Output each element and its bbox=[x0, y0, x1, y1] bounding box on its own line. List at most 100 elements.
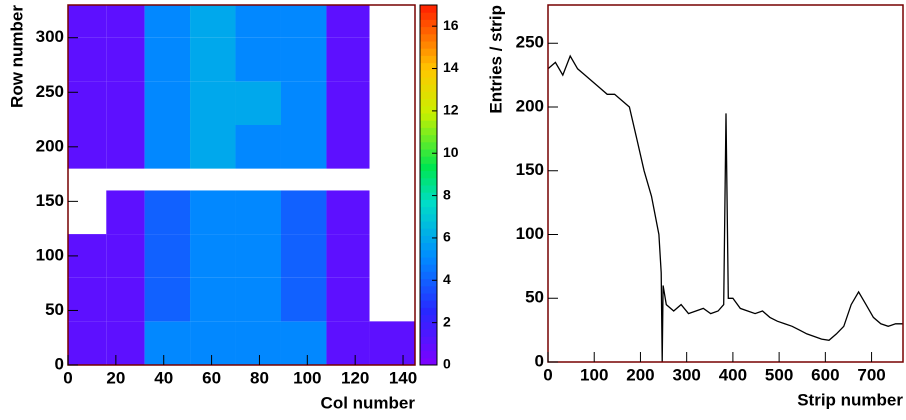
palette-band bbox=[420, 300, 437, 308]
heat-cell bbox=[326, 81, 370, 125]
palette-band bbox=[420, 170, 437, 179]
plot-frame bbox=[547, 4, 904, 363]
palette-band bbox=[420, 69, 437, 78]
plot-frame bbox=[67, 4, 416, 366]
heat-cell bbox=[68, 321, 107, 365]
heat-cell bbox=[106, 81, 145, 125]
palette-band bbox=[420, 156, 437, 164]
x-tick-label: 60 bbox=[202, 368, 221, 387]
heat-cell bbox=[326, 37, 370, 82]
palette-band bbox=[420, 91, 437, 100]
heat-cell bbox=[106, 234, 145, 278]
y-tick-label: 50 bbox=[525, 288, 544, 307]
heat-cell bbox=[326, 234, 370, 278]
heat-cell bbox=[144, 277, 191, 322]
palette-band bbox=[420, 84, 437, 92]
heat-cell bbox=[326, 5, 370, 38]
x-axis-title: Strip number bbox=[797, 390, 903, 409]
y-tick-label: 250 bbox=[36, 82, 64, 101]
palette-band bbox=[420, 357, 437, 366]
y-tick-label: 250 bbox=[516, 33, 544, 52]
x-tick-label: 100 bbox=[580, 365, 608, 384]
z-tick-label: 2 bbox=[443, 313, 451, 329]
heat-cell bbox=[235, 81, 281, 125]
palette-band bbox=[420, 264, 437, 272]
palette-band bbox=[420, 278, 437, 287]
heat-cell bbox=[144, 321, 191, 365]
y-tick-label: 0 bbox=[55, 354, 64, 373]
palette-band bbox=[420, 221, 437, 229]
heat-cell bbox=[190, 321, 236, 365]
palette-band bbox=[420, 134, 437, 143]
x-tick-label: 0 bbox=[63, 368, 72, 387]
heat-cell bbox=[144, 81, 191, 125]
palette-band bbox=[420, 257, 437, 265]
palette-band bbox=[420, 12, 437, 20]
palette-band bbox=[420, 48, 437, 56]
y-tick-label: 50 bbox=[45, 300, 64, 319]
heat-cell bbox=[190, 125, 236, 169]
x-axis-title: Col number bbox=[321, 393, 416, 412]
heat-cell bbox=[106, 5, 145, 38]
heat-cell bbox=[144, 190, 191, 235]
x-tick-label: 500 bbox=[765, 365, 793, 384]
z-tick-label: 12 bbox=[443, 102, 459, 118]
palette-band bbox=[420, 41, 437, 49]
heat-cell bbox=[235, 5, 281, 38]
x-tick-label: 0 bbox=[543, 365, 552, 384]
y-tick-label: 200 bbox=[516, 96, 544, 115]
palette-band bbox=[420, 235, 437, 244]
y-tick-label: 200 bbox=[36, 136, 64, 155]
heat-cell bbox=[144, 234, 191, 278]
y-tick-label: 100 bbox=[36, 245, 64, 264]
heat-cell bbox=[280, 321, 327, 365]
y-axis-title: Row number bbox=[7, 5, 26, 108]
palette-band bbox=[420, 19, 437, 28]
heat-cell bbox=[235, 234, 281, 278]
y-tick-label: 150 bbox=[36, 191, 64, 210]
palette-band bbox=[420, 177, 437, 186]
heat-cell bbox=[190, 37, 236, 82]
y-tick-label: 300 bbox=[36, 27, 64, 46]
palette-band bbox=[420, 185, 437, 193]
palette-band bbox=[420, 271, 437, 280]
heat-cell bbox=[369, 321, 415, 365]
x-tick-label: 700 bbox=[857, 365, 885, 384]
palette-band bbox=[420, 26, 437, 35]
heat-cell bbox=[190, 190, 236, 235]
palette-band bbox=[420, 285, 437, 294]
palette-band bbox=[420, 55, 437, 64]
x-tick-label: 20 bbox=[106, 368, 125, 387]
heat-cell bbox=[144, 5, 191, 38]
heat-cell bbox=[280, 277, 327, 322]
heat-cell bbox=[326, 125, 370, 169]
heat-cell bbox=[280, 234, 327, 278]
palette-band bbox=[420, 329, 437, 337]
data-line bbox=[547, 54, 903, 363]
palette-band bbox=[420, 62, 437, 71]
x-tick-label: 600 bbox=[811, 365, 839, 384]
heat-cell bbox=[68, 37, 107, 82]
z-tick-label: 6 bbox=[443, 229, 451, 245]
x-tick-label: 40 bbox=[154, 368, 173, 387]
palette-band bbox=[420, 314, 437, 323]
heat-cell bbox=[190, 234, 236, 278]
heat-cell bbox=[190, 277, 236, 322]
palette-band bbox=[420, 293, 437, 301]
heat-cell bbox=[280, 81, 327, 125]
heat-cell bbox=[235, 190, 281, 235]
x-tick-label: 120 bbox=[341, 368, 369, 387]
palette-band bbox=[420, 343, 437, 352]
palette-band bbox=[420, 127, 437, 136]
palette-band bbox=[420, 113, 437, 121]
palette-band bbox=[420, 242, 437, 251]
palette-band bbox=[420, 350, 437, 359]
heat-cell bbox=[68, 5, 107, 38]
x-tick-label: 140 bbox=[389, 368, 417, 387]
heat-cell bbox=[106, 321, 145, 365]
heat-cell bbox=[235, 321, 281, 365]
heat-cell bbox=[190, 5, 236, 38]
y-tick-label: 0 bbox=[535, 351, 544, 370]
